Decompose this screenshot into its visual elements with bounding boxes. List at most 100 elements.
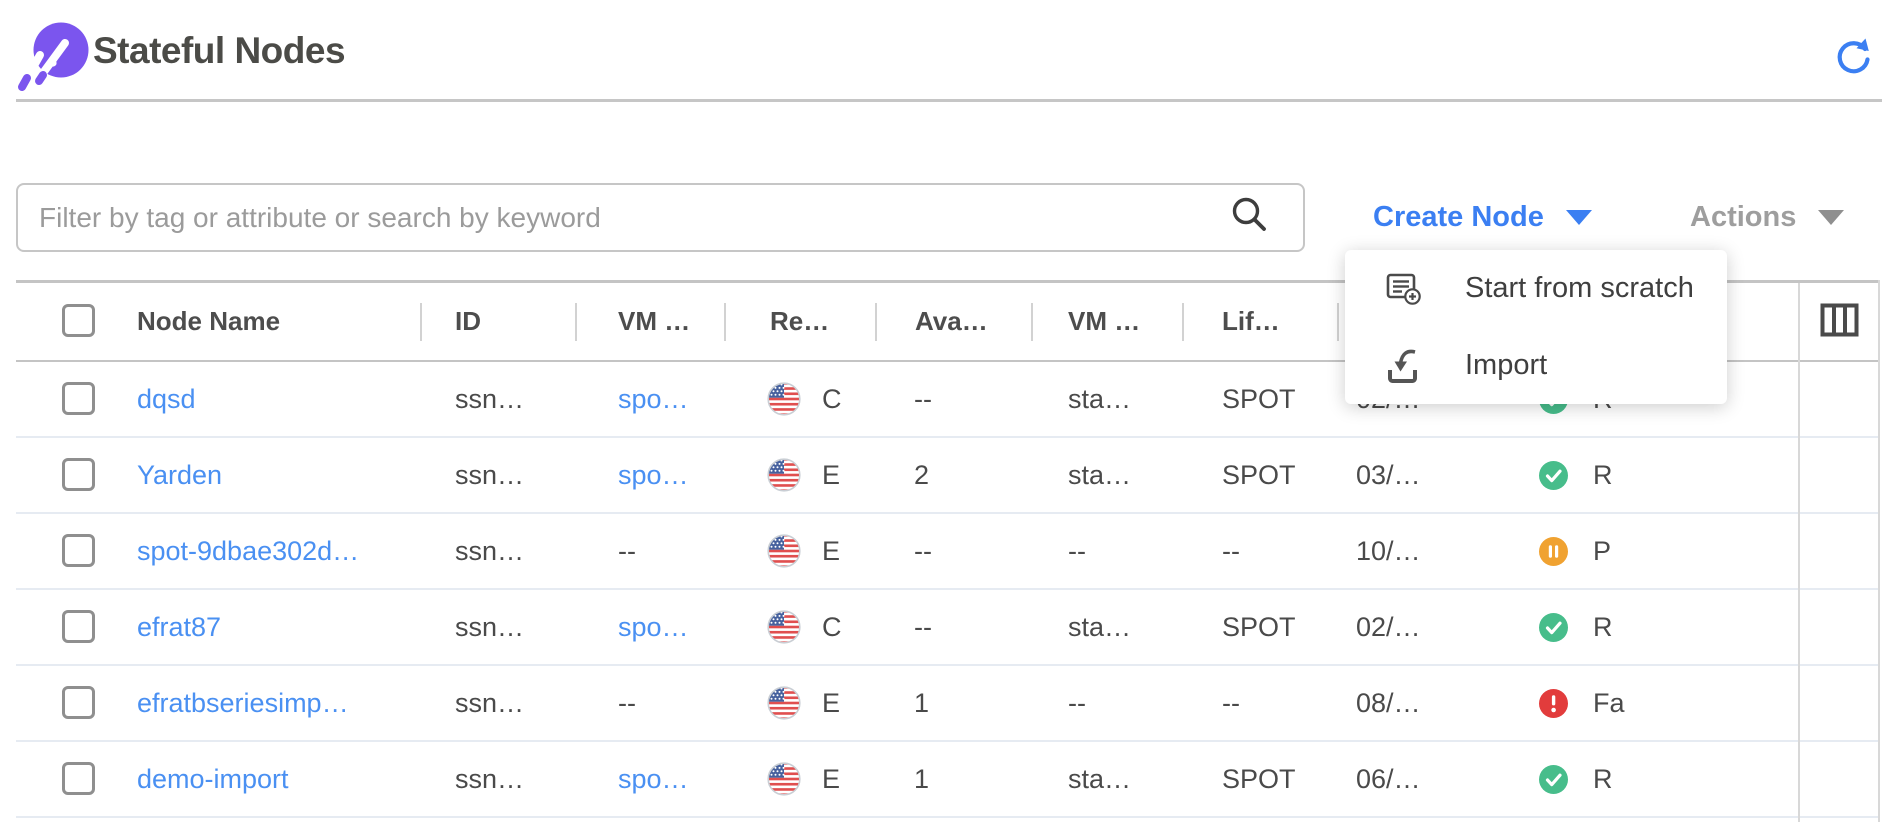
availability-zone-text: 1 [914,687,930,718]
row-checkbox[interactable] [62,686,95,719]
column-separator [1031,303,1033,341]
column-header[interactable]: VM … [618,306,691,336]
page-title: Stateful Nodes [93,30,346,71]
region-text: E [822,763,841,794]
column-separator [1337,303,1339,341]
column-header[interactable]: VM … [1068,306,1141,336]
status-badge [1539,742,1568,816]
note-add-icon [1386,273,1421,305]
row-checkbox[interactable] [62,534,95,567]
lifecycle-text: SPOT [1222,383,1296,414]
vm-size-text: -- [1068,687,1086,718]
column-header[interactable]: Ava… [915,306,988,336]
table-row: efrat87 ssn… spo… C -- sta… SPOT 02/… R [16,590,1880,666]
vm-link[interactable]: spo… [618,383,689,414]
node-name-link[interactable]: spot-9dbae302d… [137,535,360,566]
menu-item-label: Start from scratch [1465,272,1694,304]
select-all-checkbox[interactable] [62,304,95,337]
node-name-link[interactable]: efratbseriesimp… [137,687,349,718]
lifecycle-text: SPOT [1222,611,1296,642]
status-text: R [1593,611,1613,642]
us-flag-icon [767,534,801,568]
create-node-label: Create Node [1373,201,1544,233]
chevron-down-icon [1818,210,1845,225]
table-row: Yarden ssn… spo… E 2 sta… SPOT 03/… R [16,438,1880,514]
vm-size-text: sta… [1068,383,1132,414]
node-id: ssn… [455,459,525,490]
row-checkbox[interactable] [62,382,95,415]
node-name-link[interactable]: efrat87 [137,611,222,642]
availability-zone-text: -- [914,611,932,642]
vm-link[interactable]: spo… [618,611,689,642]
column-separator [875,303,877,341]
row-checkbox[interactable] [62,762,95,795]
header-divider [16,99,1882,102]
region-flag [767,742,801,816]
refresh-button[interactable] [1832,34,1876,78]
node-id: ssn… [455,687,525,718]
node-id: ssn… [455,763,525,794]
vm-link[interactable]: spo… [618,763,689,794]
row-checkbox[interactable] [62,458,95,491]
us-flag-icon [767,762,801,796]
menu-item-import[interactable]: Import [1345,327,1727,404]
availability-zone-text: -- [914,383,932,414]
vm-size-text: sta… [1068,763,1132,794]
column-header[interactable]: Re… [770,306,830,336]
lifecycle-text: -- [1222,687,1240,718]
row-checkbox[interactable] [62,610,95,643]
table-body: dqsd ssn… spo… C -- sta… SPOT 02/… R Yarden ssn…… [16,362,1880,818]
region-flag [767,438,801,512]
vm-size-text: sta… [1068,459,1132,490]
us-flag-icon [767,686,801,720]
menu-item-start-from-scratch[interactable]: Start from scratch [1345,250,1727,327]
column-header[interactable]: ID [455,306,481,336]
region-text: E [822,459,841,490]
import-icon [1388,349,1417,383]
lifecycle-text: SPOT [1222,459,1296,490]
column-header[interactable]: Lif… [1222,306,1280,336]
status-badge [1539,514,1568,588]
status-badge [1539,438,1568,512]
column-separator [575,303,577,341]
refresh-icon [1837,38,1870,74]
menu-item-label: Import [1465,349,1548,381]
created-text: 08/… [1356,687,1421,718]
node-name-link[interactable]: Yarden [137,459,223,490]
status-text: R [1593,459,1613,490]
create-node-button[interactable]: Create Node [1373,183,1592,252]
vm-link[interactable]: spo… [618,459,689,490]
node-name-link[interactable]: demo-import [137,763,289,794]
create-node-menu: Start from scratch Import [1345,250,1727,404]
filter-input[interactable] [16,183,1305,252]
search-icon [1232,197,1266,231]
running-status-icon [1539,612,1568,642]
region-text: E [822,535,841,566]
spot-logo-icon [18,22,89,91]
node-id: ssn… [455,383,525,414]
column-header[interactable]: Node Name [137,306,281,336]
us-flag-icon [767,610,801,644]
vm-value: -- [618,535,636,566]
column-picker-button[interactable] [1820,302,1860,340]
region-text: C [822,611,842,642]
us-flag-icon [767,458,801,492]
actions-label: Actions [1690,201,1797,233]
region-text: C [822,383,842,414]
paused-status-icon [1539,536,1568,566]
created-text: 03/… [1356,459,1421,490]
status-text: R [1593,763,1613,794]
status-text: Fa [1593,687,1625,718]
status-badge [1539,590,1568,664]
created-text: 02/… [1356,611,1421,642]
node-id: ssn… [455,611,525,642]
availability-zone-text: -- [914,535,932,566]
region-flag [767,362,801,436]
node-name-link[interactable]: dqsd [137,383,196,414]
availability-zone-text: 1 [914,763,930,794]
region-flag [767,666,801,740]
vm-size-text: sta… [1068,611,1132,642]
actions-button[interactable]: Actions [1690,183,1845,252]
region-text: E [822,687,841,718]
status-text: P [1593,535,1612,566]
